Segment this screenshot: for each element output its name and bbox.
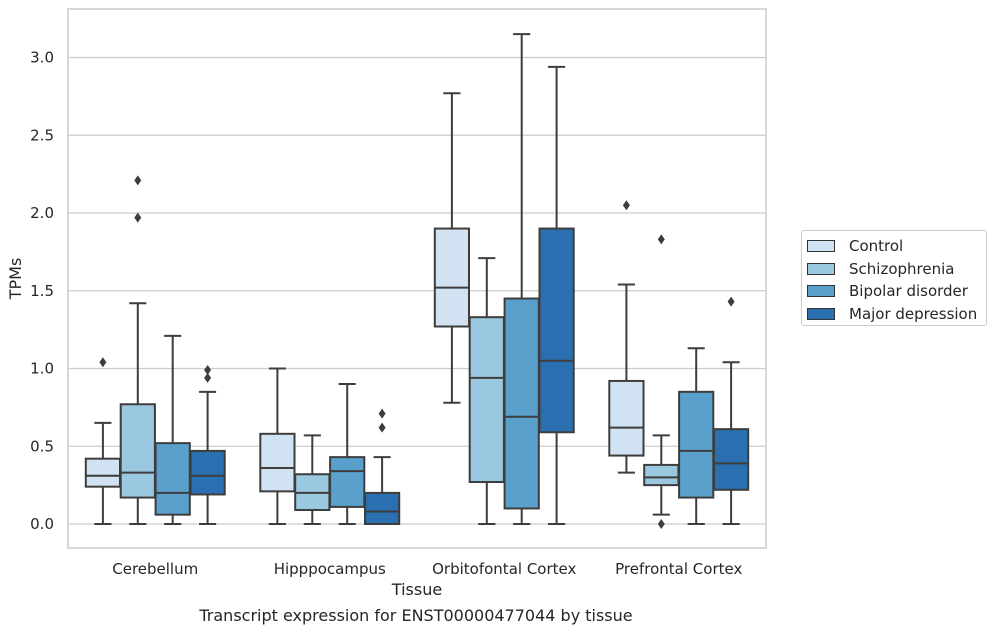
legend-swatch xyxy=(807,285,835,298)
box xyxy=(259,432,296,493)
box xyxy=(678,390,715,499)
outlier-point xyxy=(99,357,107,368)
legend-label: Control xyxy=(849,237,904,256)
legend-item: Schizophrenia xyxy=(807,258,986,281)
outlier-point xyxy=(657,519,665,529)
legend-swatch xyxy=(807,307,835,320)
y-tick-label: 1.0 xyxy=(30,360,54,378)
legend-swatch xyxy=(807,240,835,253)
box xyxy=(712,428,750,491)
outlier-point xyxy=(378,422,386,433)
category-group-hipppocampus xyxy=(259,367,401,525)
y-tick-label: 0.5 xyxy=(30,437,54,455)
outlier-point xyxy=(134,175,142,186)
y-tick-label: 2.0 xyxy=(30,204,54,222)
y-tick-label: 3.0 xyxy=(30,49,54,67)
legend: Control Schizophrenia Bipolar disorder Majo… xyxy=(801,230,987,326)
plot-frame xyxy=(67,8,767,549)
x-tick-label: Hipppocampus xyxy=(274,560,386,578)
legend-item: Bipolar disorder xyxy=(807,280,986,303)
box xyxy=(329,456,366,508)
outlier-point xyxy=(657,234,665,245)
category-group-prefrontal-cortex xyxy=(608,200,750,529)
box xyxy=(189,449,226,496)
legend-label: Bipolar disorder xyxy=(849,282,968,301)
outlier-point xyxy=(622,200,630,211)
box xyxy=(433,227,471,328)
legend-label: Major depression xyxy=(849,304,978,323)
outlier-point xyxy=(378,408,386,419)
x-tick-label: Prefrontal Cortex xyxy=(615,560,742,578)
legend-label: Schizophrenia xyxy=(849,259,955,278)
y-tick-label: 0.0 xyxy=(30,515,54,533)
y-tick-label: 2.5 xyxy=(30,126,54,144)
box xyxy=(643,463,680,487)
legend-swatch xyxy=(807,262,835,275)
outlier-point xyxy=(727,296,735,307)
box xyxy=(363,491,401,525)
box xyxy=(468,316,505,484)
box xyxy=(84,457,122,488)
outlier-point xyxy=(204,365,212,376)
legend-item: Major depression xyxy=(807,303,986,326)
x-axis-label: Tissue xyxy=(391,580,442,599)
y-tick-label: 1.5 xyxy=(30,282,54,300)
box xyxy=(119,403,156,499)
category-group-orbitofontal-cortex xyxy=(433,33,575,525)
outlier-point xyxy=(134,212,142,223)
outlier-point xyxy=(204,372,212,383)
legend-item: Control xyxy=(807,235,986,258)
category-group-cerebellum xyxy=(84,175,226,525)
y-axis-label: TPMs xyxy=(6,258,25,301)
x-tick-label: Cerebellum xyxy=(112,560,198,578)
box xyxy=(608,379,645,457)
box xyxy=(154,442,191,516)
box xyxy=(503,297,540,510)
box xyxy=(538,227,575,434)
chart-title: Transcript expression for ENST0000047704… xyxy=(199,606,633,625)
x-tick-label: Orbitofontal Cortex xyxy=(432,560,576,578)
